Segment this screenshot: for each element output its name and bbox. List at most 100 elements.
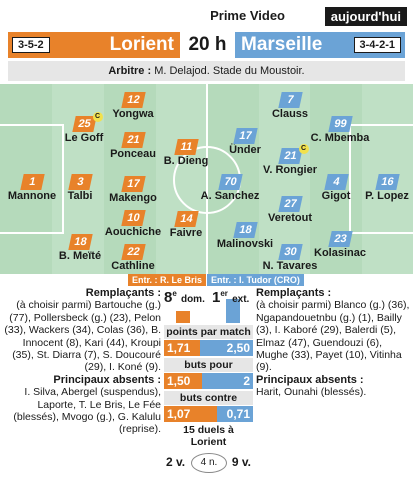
player-name: B. Meïté (58, 250, 102, 262)
home-player: 11 B. Dieng (146, 137, 226, 168)
player-number: 21 (120, 132, 146, 148)
duels-draws: 4 n. (191, 453, 227, 473)
player-name: Clauss (271, 108, 309, 120)
bp-home: 1,50 (167, 374, 191, 388)
bc-away: 0,71 (226, 407, 250, 421)
away-formation: 3-4-2-1 (353, 37, 401, 53)
captain-badge: C (92, 112, 103, 122)
home-absent-list: I. Silva, Abergel (suspendus), Laporte, … (13, 386, 161, 436)
player-name: Ünder (229, 144, 261, 156)
home-player: 21 Ponceau (93, 130, 173, 161)
duels-record: 2 v. 4 n. 9 v. (164, 450, 253, 474)
away-rank: 1er ext. (212, 289, 250, 306)
duels-home-wins: 2 v. (166, 455, 186, 469)
away-player: 17 Ünder (205, 126, 285, 157)
ppm-home: 1,71 (167, 341, 191, 355)
away-player: 21 C V. Rongier (250, 144, 330, 177)
ppm-title: points par match (164, 325, 253, 339)
away-absent-title: Principaux absents : (256, 373, 364, 386)
home-player: 25 C Le Goff (44, 112, 124, 145)
home-player: 14 Faivre (146, 209, 226, 240)
player-number: 11 (173, 139, 199, 155)
away-rank-bar (226, 299, 240, 323)
home-player: 1 Mannone (0, 172, 72, 203)
away-team-band: Marseille 3-4-2-1 (235, 32, 405, 58)
home-subs-list: (à choisir parmi) Bartouche (g.) (77), P… (4, 299, 161, 374)
home-player: 3 Talbi (40, 172, 120, 203)
bp-bar: 1,50 2 (164, 373, 253, 389)
player-number: 18 (67, 234, 93, 250)
away-subs-list: (à choisir parmi) Blanco (g.) (36), Ngap… (256, 299, 410, 374)
bp-title: buts pour (164, 358, 253, 372)
home-absent-title: Principaux absents : (53, 373, 161, 386)
away-player: 7 Clauss (250, 90, 330, 121)
player-name: Ponceau (110, 148, 156, 160)
kickoff-time: 20 h 45 (180, 32, 235, 81)
stats-panel: 8e dom. 1er ext. points par match 1,71 2… (164, 287, 253, 474)
home-subs-block: Remplaçants : (à choisir parmi) Bartouch… (4, 287, 161, 436)
away-player: 23 Kolasinac (300, 229, 380, 260)
player-number: 22 (120, 244, 146, 260)
player-number: 12 (120, 92, 146, 108)
away-player: 99 C. Mbemba (300, 114, 380, 145)
bc-home: 1,07 (167, 407, 191, 421)
home-player: 22 Cathline (93, 242, 173, 273)
player-number: 27 (277, 196, 303, 212)
coach-bar: Entr. : R. Le Bris Entr. : I. Tudor (CRO… (0, 274, 413, 286)
away-player: 4 Gigot (296, 172, 376, 203)
away-coach: Entr. : I. Tudor (CRO) (207, 274, 304, 286)
bp-away: 2 (243, 374, 250, 388)
home-player: 18 B. Meïté (40, 232, 120, 263)
home-team-band: 3-5-2 Lorient (8, 32, 180, 58)
player-name: Yongwa (112, 108, 154, 120)
home-player: 12 Yongwa (93, 90, 173, 121)
duels-title: 15 duels à Lorient (183, 424, 234, 448)
pitch: 1 Mannone 25 C Le Goff 3 Talbi 18 B. Meïté 12… (0, 84, 413, 274)
home-player: 17 Makengo (93, 174, 173, 205)
away-box-bottom (349, 232, 413, 234)
home-coach: Entr. : R. Le Bris (127, 274, 206, 286)
player-name: Veretout (267, 212, 312, 224)
player-name: Makengo (109, 192, 157, 204)
ranking: 8e dom. 1er ext. (164, 287, 253, 325)
away-absent-list: Harit, Ounahi (blessés). (256, 386, 367, 399)
home-subs-title: Remplaçants : (85, 287, 161, 299)
ppm-bar: 1,71 2,50 (164, 340, 253, 356)
home-rank: 8e dom. (164, 289, 205, 306)
referee-text: M. Delajod. Stade du Moustoir. (154, 65, 305, 77)
home-formation: 3-5-2 (12, 37, 50, 53)
player-number: 18 (232, 222, 258, 238)
away-subs-title: Remplaçants : (256, 287, 332, 299)
player-name: V. Rongier (263, 164, 317, 176)
match-bar: 3-5-2 Lorient 20 h 45 Marseille 3-4-2-1 (8, 32, 405, 81)
player-name: A. Sanchez (200, 190, 260, 202)
referee-line: Arbitre : M. Delajod. Stade du Moustoir. (8, 61, 405, 81)
player-name: Malinovski (216, 238, 274, 250)
away-box-top (349, 124, 413, 126)
home-box-bottom (0, 232, 64, 234)
player-name: C. Mbemba (310, 132, 370, 144)
player-name: Gigot (321, 190, 351, 202)
player-name: P. Lopez (365, 190, 409, 202)
home-rank-bar (176, 311, 190, 323)
duels-away-wins: 9 v. (231, 455, 251, 469)
player-name: Cathline (111, 260, 155, 272)
player-number: 23 (327, 231, 353, 247)
player-number: 7 (277, 92, 303, 108)
player-name: N. Tavares (262, 260, 318, 272)
player-number: 16 (374, 174, 400, 190)
player-name: Le Goff (64, 132, 104, 144)
away-box-side (349, 124, 351, 234)
home-box-side (62, 124, 64, 234)
player-number: 99 (327, 116, 353, 132)
player-name: Talbi (67, 190, 93, 202)
away-player: 30 N. Tavares (250, 242, 330, 273)
player-number: 17 (120, 176, 146, 192)
away-player: 70 A. Sanchez (190, 172, 270, 203)
away-player: 16 P. Lopez (347, 172, 413, 203)
away-player: 27 Veretout (250, 194, 330, 225)
player-number: 17 (232, 128, 258, 144)
player-number: 10 (120, 210, 146, 226)
player-name: Mannone (7, 190, 57, 202)
away-subs-block: Remplaçants : (à choisir parmi) Blanco (… (256, 287, 411, 399)
